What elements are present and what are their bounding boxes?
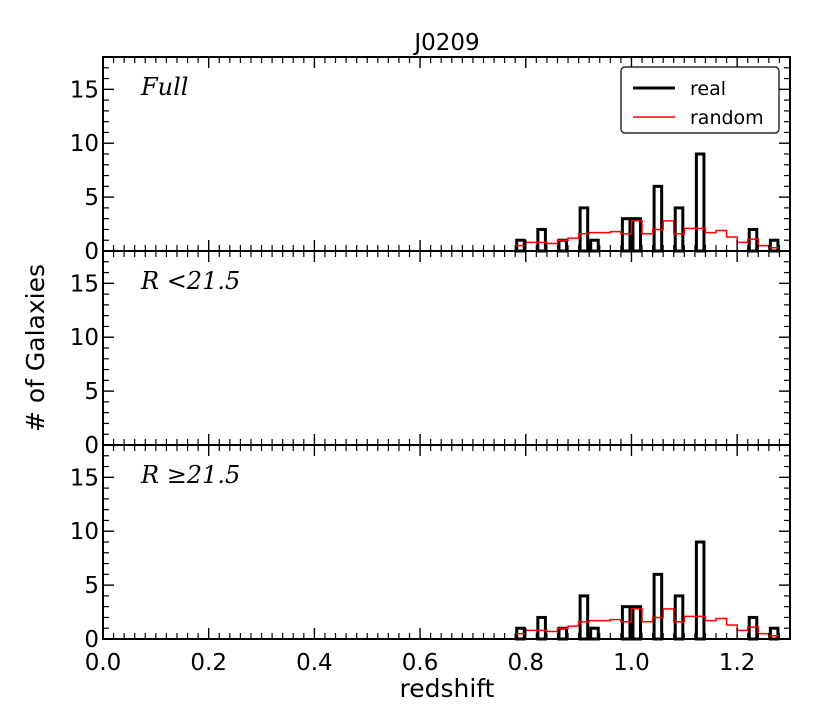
panel-3: 0 5 10 15 R ≥21.5 <box>70 444 791 653</box>
panel-label: R <21.5 <box>140 267 240 295</box>
panel-2: 0 5 10 15 R <21.5 <box>70 250 791 459</box>
legend-label-random: random <box>690 107 764 129</box>
histogram-bar <box>747 615 759 641</box>
y-tick-label: 15 <box>70 271 99 297</box>
chart-title: J0209 <box>412 30 479 56</box>
x-tick-label: 1.2 <box>719 650 756 676</box>
histogram-bar <box>768 626 780 641</box>
x-axis-title: redshift <box>400 674 495 703</box>
histogram-bar <box>652 184 664 253</box>
histogram-bar <box>589 626 600 641</box>
random-step-line <box>515 608 780 637</box>
legend-label-real: real <box>690 78 726 100</box>
y-tick-label: 5 <box>84 379 99 405</box>
y-tick-label: 0 <box>84 433 99 459</box>
histogram-bar <box>578 206 590 253</box>
x-tick-label: 0.0 <box>85 650 122 676</box>
y-tick-label: 10 <box>70 519 99 545</box>
histogram-bar <box>652 572 664 641</box>
y-axis-title: # of Galaxies <box>21 264 50 432</box>
legend: real random <box>620 66 780 134</box>
histogram-bar <box>536 615 547 641</box>
y-tick-label: 15 <box>70 465 99 491</box>
x-tick-label: 0.6 <box>402 650 439 676</box>
histogram-bar <box>631 605 643 641</box>
histogram-bar <box>578 594 590 641</box>
histogram-bar <box>620 217 632 253</box>
histogram-bar <box>673 206 685 253</box>
y-tick-label: 5 <box>84 573 99 599</box>
y-tick-label: 10 <box>70 325 99 351</box>
histogram-bar <box>557 626 569 641</box>
histogram-bar <box>694 540 706 641</box>
histogram-bar <box>631 217 643 253</box>
x-tick-label: 0.4 <box>296 650 333 676</box>
x-tick-label: 1.0 <box>613 650 650 676</box>
y-tick-label: 15 <box>70 77 99 103</box>
histogram-bar <box>557 238 569 253</box>
histogram-bar <box>747 227 759 253</box>
histogram-bar <box>694 152 706 253</box>
random-step-line <box>515 220 780 249</box>
panel-label: Full <box>140 73 188 101</box>
histogram-bar <box>768 238 780 253</box>
y-tick-label: 10 <box>70 131 99 157</box>
x-tick-label: 0.8 <box>507 650 544 676</box>
histogram-bar <box>620 605 632 641</box>
histogram-bar <box>673 594 685 641</box>
y-tick-label: 5 <box>84 185 99 211</box>
histogram-bar <box>589 238 600 253</box>
y-tick-label: 0 <box>84 627 99 653</box>
histogram-bar <box>536 227 547 253</box>
panel-label: R ≥21.5 <box>140 461 240 489</box>
y-tick-label: 0 <box>84 239 99 265</box>
x-tick-label: 0.2 <box>190 650 227 676</box>
